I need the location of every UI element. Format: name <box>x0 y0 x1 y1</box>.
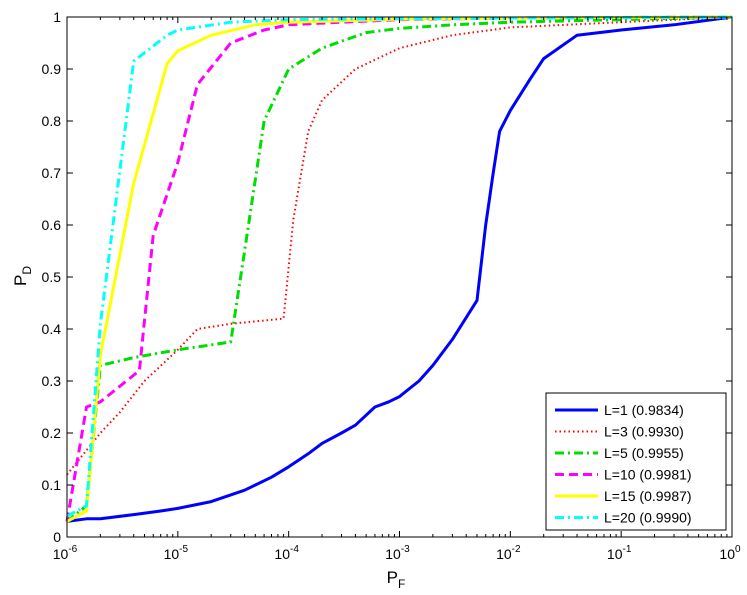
y-tick-label: 0 <box>53 529 61 545</box>
series-line-2 <box>66 16 733 476</box>
y-tick-label: 0.8 <box>42 113 62 129</box>
series-line-1 <box>66 15 733 523</box>
x-tick-label: 10-3 <box>385 544 410 562</box>
y-axis-label: PD <box>11 266 34 286</box>
y-tick-label: 0.4 <box>42 321 62 337</box>
x-tick-label: 10-4 <box>274 544 299 562</box>
y-tick-label: 0.7 <box>42 165 62 181</box>
legend-label-2: L=3 (0.9930) <box>604 424 684 440</box>
y-tick-label: 0.5 <box>42 269 62 285</box>
legend-label-4: L=10 (0.9981) <box>604 467 692 483</box>
legend-label-3: L=5 (0.9955) <box>604 445 684 461</box>
tick-layer: 10-6 10-5 10-4 10-3 10-2 10-1 100 0 0.1 0.2 0.3 0.4… <box>42 9 741 562</box>
x-tick-label: 10-1 <box>607 544 632 562</box>
y-tick-label: 0.3 <box>42 373 62 389</box>
series-line-6 <box>66 15 733 518</box>
y-tick-label: 0.2 <box>42 425 62 441</box>
legend-label-5: L=15 (0.9987) <box>604 488 692 504</box>
series-line-3 <box>66 15 733 523</box>
legend-label-6: L=20 (0.9990) <box>604 510 692 526</box>
legend: L=1 (0.9834) L=3 (0.9930) L=5 (0.9955) L=10… <box>545 392 727 531</box>
series-layer <box>65 15 733 523</box>
x-tick-label: 10-6 <box>53 544 78 562</box>
legend-label-1: L=1 (0.9834) <box>604 402 684 418</box>
x-tick-label: 10-2 <box>496 544 521 562</box>
x-axis-label: PF <box>387 568 406 591</box>
y-tick-label: 0.6 <box>42 217 62 233</box>
y-tick-label: 1 <box>53 9 61 25</box>
x-tick-label: 100 <box>719 544 741 562</box>
legend-box <box>545 392 727 531</box>
y-tick-label: 0.9 <box>42 61 62 77</box>
x-tick-label: 10-5 <box>164 544 189 562</box>
y-tick-label: 0.1 <box>42 477 62 493</box>
